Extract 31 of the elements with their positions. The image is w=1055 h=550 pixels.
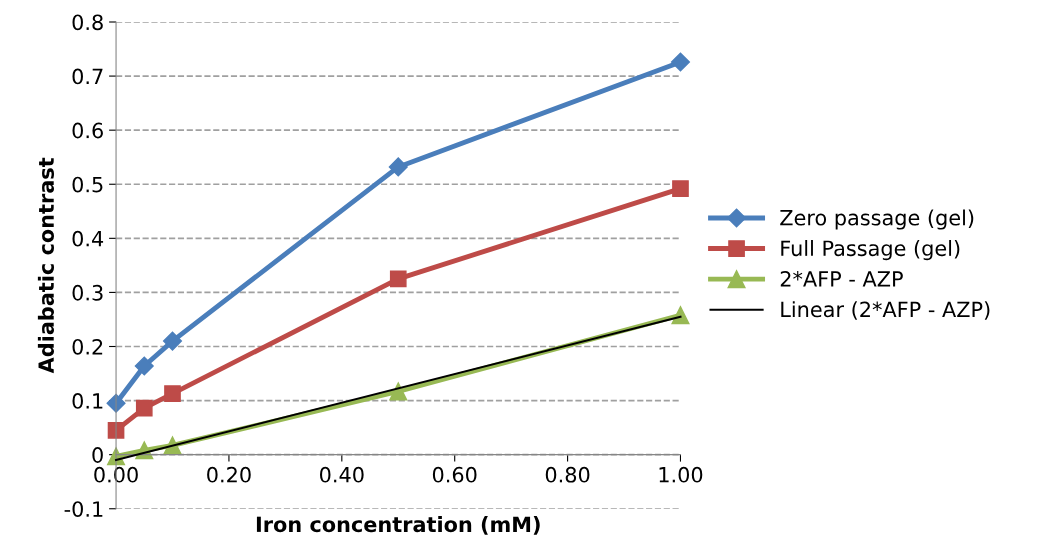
x-tick-label: 0.60 bbox=[432, 466, 477, 483]
point bbox=[670, 52, 691, 72]
y-axis-title: Adiabatic contrast bbox=[37, 157, 54, 374]
y-tick-label: 0.5 bbox=[72, 176, 103, 193]
point bbox=[389, 270, 407, 288]
point bbox=[164, 385, 181, 402]
y-tick-label: 0 bbox=[92, 447, 103, 463]
y-tick-label: 0.4 bbox=[72, 230, 104, 247]
legend-label: Linear (2*AFP - AZP) bbox=[781, 301, 990, 320]
x-tick-label: 0.20 bbox=[207, 466, 251, 483]
point bbox=[388, 157, 408, 177]
y-tick-label: 0.8 bbox=[72, 14, 103, 31]
y-tick-label: 0.2 bbox=[72, 338, 103, 355]
x-tick-label: 0.40 bbox=[320, 466, 364, 483]
x-tick-label: 0.80 bbox=[545, 466, 590, 483]
x-tick-label: 1.00 bbox=[659, 466, 703, 483]
point bbox=[135, 399, 153, 417]
y-tick-label: 0.3 bbox=[72, 284, 103, 301]
legend-label: Zero passage (gel) bbox=[780, 209, 974, 230]
point bbox=[162, 331, 183, 351]
legend-label: 2*AFP - AZP bbox=[780, 270, 903, 287]
legend-label: Full Passage (gel) bbox=[781, 240, 960, 261]
point bbox=[672, 180, 689, 197]
y-tick-label: 0.6 bbox=[72, 122, 103, 139]
x-axis-title: Iron concentration (mM) bbox=[256, 516, 540, 535]
y-tick-label: 0.7 bbox=[72, 68, 103, 85]
y-tick-label: 0.1 bbox=[72, 393, 103, 409]
point bbox=[671, 306, 690, 325]
x-tick-label: 0.00 bbox=[94, 466, 138, 483]
y-tick-label: -0.1 bbox=[64, 501, 103, 517]
point bbox=[134, 356, 154, 376]
